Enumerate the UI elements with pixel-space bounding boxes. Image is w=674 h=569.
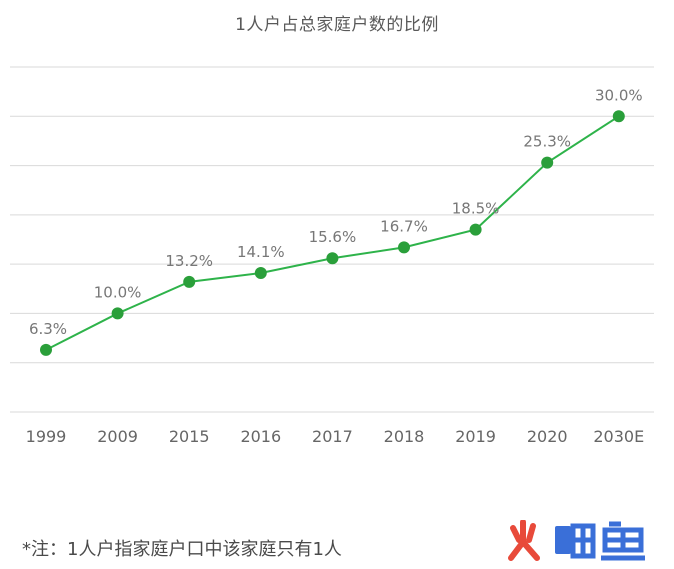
data-label: 25.3% <box>523 133 571 151</box>
data-point <box>612 110 625 123</box>
data-label: 30.0% <box>595 86 643 104</box>
x-tick-label: 2020 <box>527 427 568 446</box>
data-label: 18.5% <box>452 200 500 218</box>
data-point <box>541 156 554 169</box>
x-axis-ticks: 1999 2009 2015 2016 2017 2018 2019 2020 2030E <box>26 427 645 446</box>
chart-title: 1人户占总家庭户数的比例 <box>235 15 439 35</box>
watermark-logo <box>508 520 645 561</box>
footnote: *注：1人户指家庭户口中该家庭只有1人 <box>22 539 342 560</box>
data-points <box>40 110 625 356</box>
data-point <box>254 267 267 280</box>
x-tick-label: 2016 <box>240 427 281 446</box>
data-label: 10.0% <box>94 283 142 301</box>
data-labels: 6.3% 10.0% 13.2% 14.1% 15.6% 16.7% 18.5% 25.3% 3… <box>29 86 643 338</box>
data-label: 14.1% <box>237 243 285 261</box>
data-label: 6.3% <box>29 320 67 338</box>
data-point <box>398 241 410 254</box>
x-tick-label: 2018 <box>384 427 425 446</box>
x-tick-label: 2015 <box>169 427 210 446</box>
data-point <box>183 275 196 288</box>
data-label: 16.7% <box>380 217 428 235</box>
data-point <box>326 252 339 265</box>
data-point <box>111 307 124 320</box>
x-tick-label: 2030E <box>593 427 644 446</box>
data-label: 13.2% <box>165 252 213 270</box>
x-tick-label: 2019 <box>455 427 496 446</box>
x-tick-label: 1999 <box>26 427 67 446</box>
data-point <box>469 223 482 236</box>
x-tick-label: 2017 <box>312 427 353 446</box>
data-point <box>40 343 52 356</box>
data-label: 15.6% <box>309 228 357 246</box>
x-tick-label: 2009 <box>97 427 138 446</box>
